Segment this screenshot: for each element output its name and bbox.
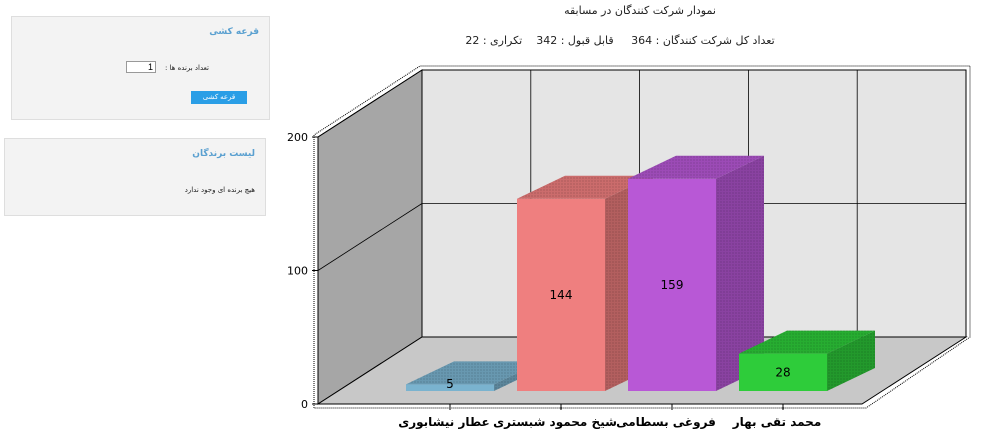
bar-top-texture (628, 155, 764, 179)
chart-border (313, 65, 971, 409)
x-tick-label: عطار نیشابوری (398, 415, 490, 430)
bar-4: 28 (739, 330, 875, 391)
y-tick-label: 100 (287, 265, 308, 278)
participants-stats: تعداد کل شرکت کنندگان : 364 قابل قبول : … (465, 34, 775, 47)
bar-front (739, 353, 827, 391)
bars: 5 144 159 28 (406, 155, 875, 391)
bar-value-label: 159 (661, 278, 684, 292)
bar-front (628, 178, 716, 391)
y-tick-label: 0 (301, 398, 308, 411)
bar-value-label: 144 (550, 288, 573, 302)
y-tick-label: 200 (287, 131, 308, 144)
winners-empty-text: هیچ برنده ای وجود ندارد (184, 186, 255, 194)
bar-3: 159 (628, 155, 764, 391)
bar-side-texture (716, 155, 764, 391)
draw-panel-title: قرعه کشی (209, 27, 259, 37)
winner-count-input[interactable] (126, 61, 156, 73)
draw-button[interactable]: قرعه کشی (191, 91, 247, 104)
bar-front (406, 384, 494, 391)
winners-panel: لیست برندگان هیچ برنده ای وجود ندارد (4, 138, 266, 216)
draw-panel: قرعه کشی تعداد برنده ها : قرعه کشی (11, 16, 270, 120)
bar-value-label: 28 (775, 365, 790, 379)
bar-front (517, 198, 605, 391)
winner-count-label: تعداد برنده ها : (164, 64, 209, 72)
x-tick-label: فروغی بسطامی (616, 415, 716, 430)
grid-line (317, 69, 423, 138)
bar-top-texture (517, 175, 653, 199)
winners-panel-title: لیست برندگان (192, 149, 255, 159)
x-tick-label: محمد تقی بهار (732, 415, 822, 429)
bar-top-texture (739, 330, 875, 354)
x-tick-label: شیخ محمود شبستری (493, 415, 617, 430)
y-axis: 0 100 200 (287, 131, 318, 411)
bar-side-texture (827, 330, 875, 391)
bar-value-label: 5 (446, 377, 454, 391)
bar-top-texture (406, 361, 542, 385)
grid-line (317, 203, 423, 271)
x-axis: عطار نیشابوری شیخ محمود شبستری فروغی بسطام… (398, 404, 821, 430)
chart-title: نمودار شرکت کنندگان در مسابقه (564, 4, 716, 17)
